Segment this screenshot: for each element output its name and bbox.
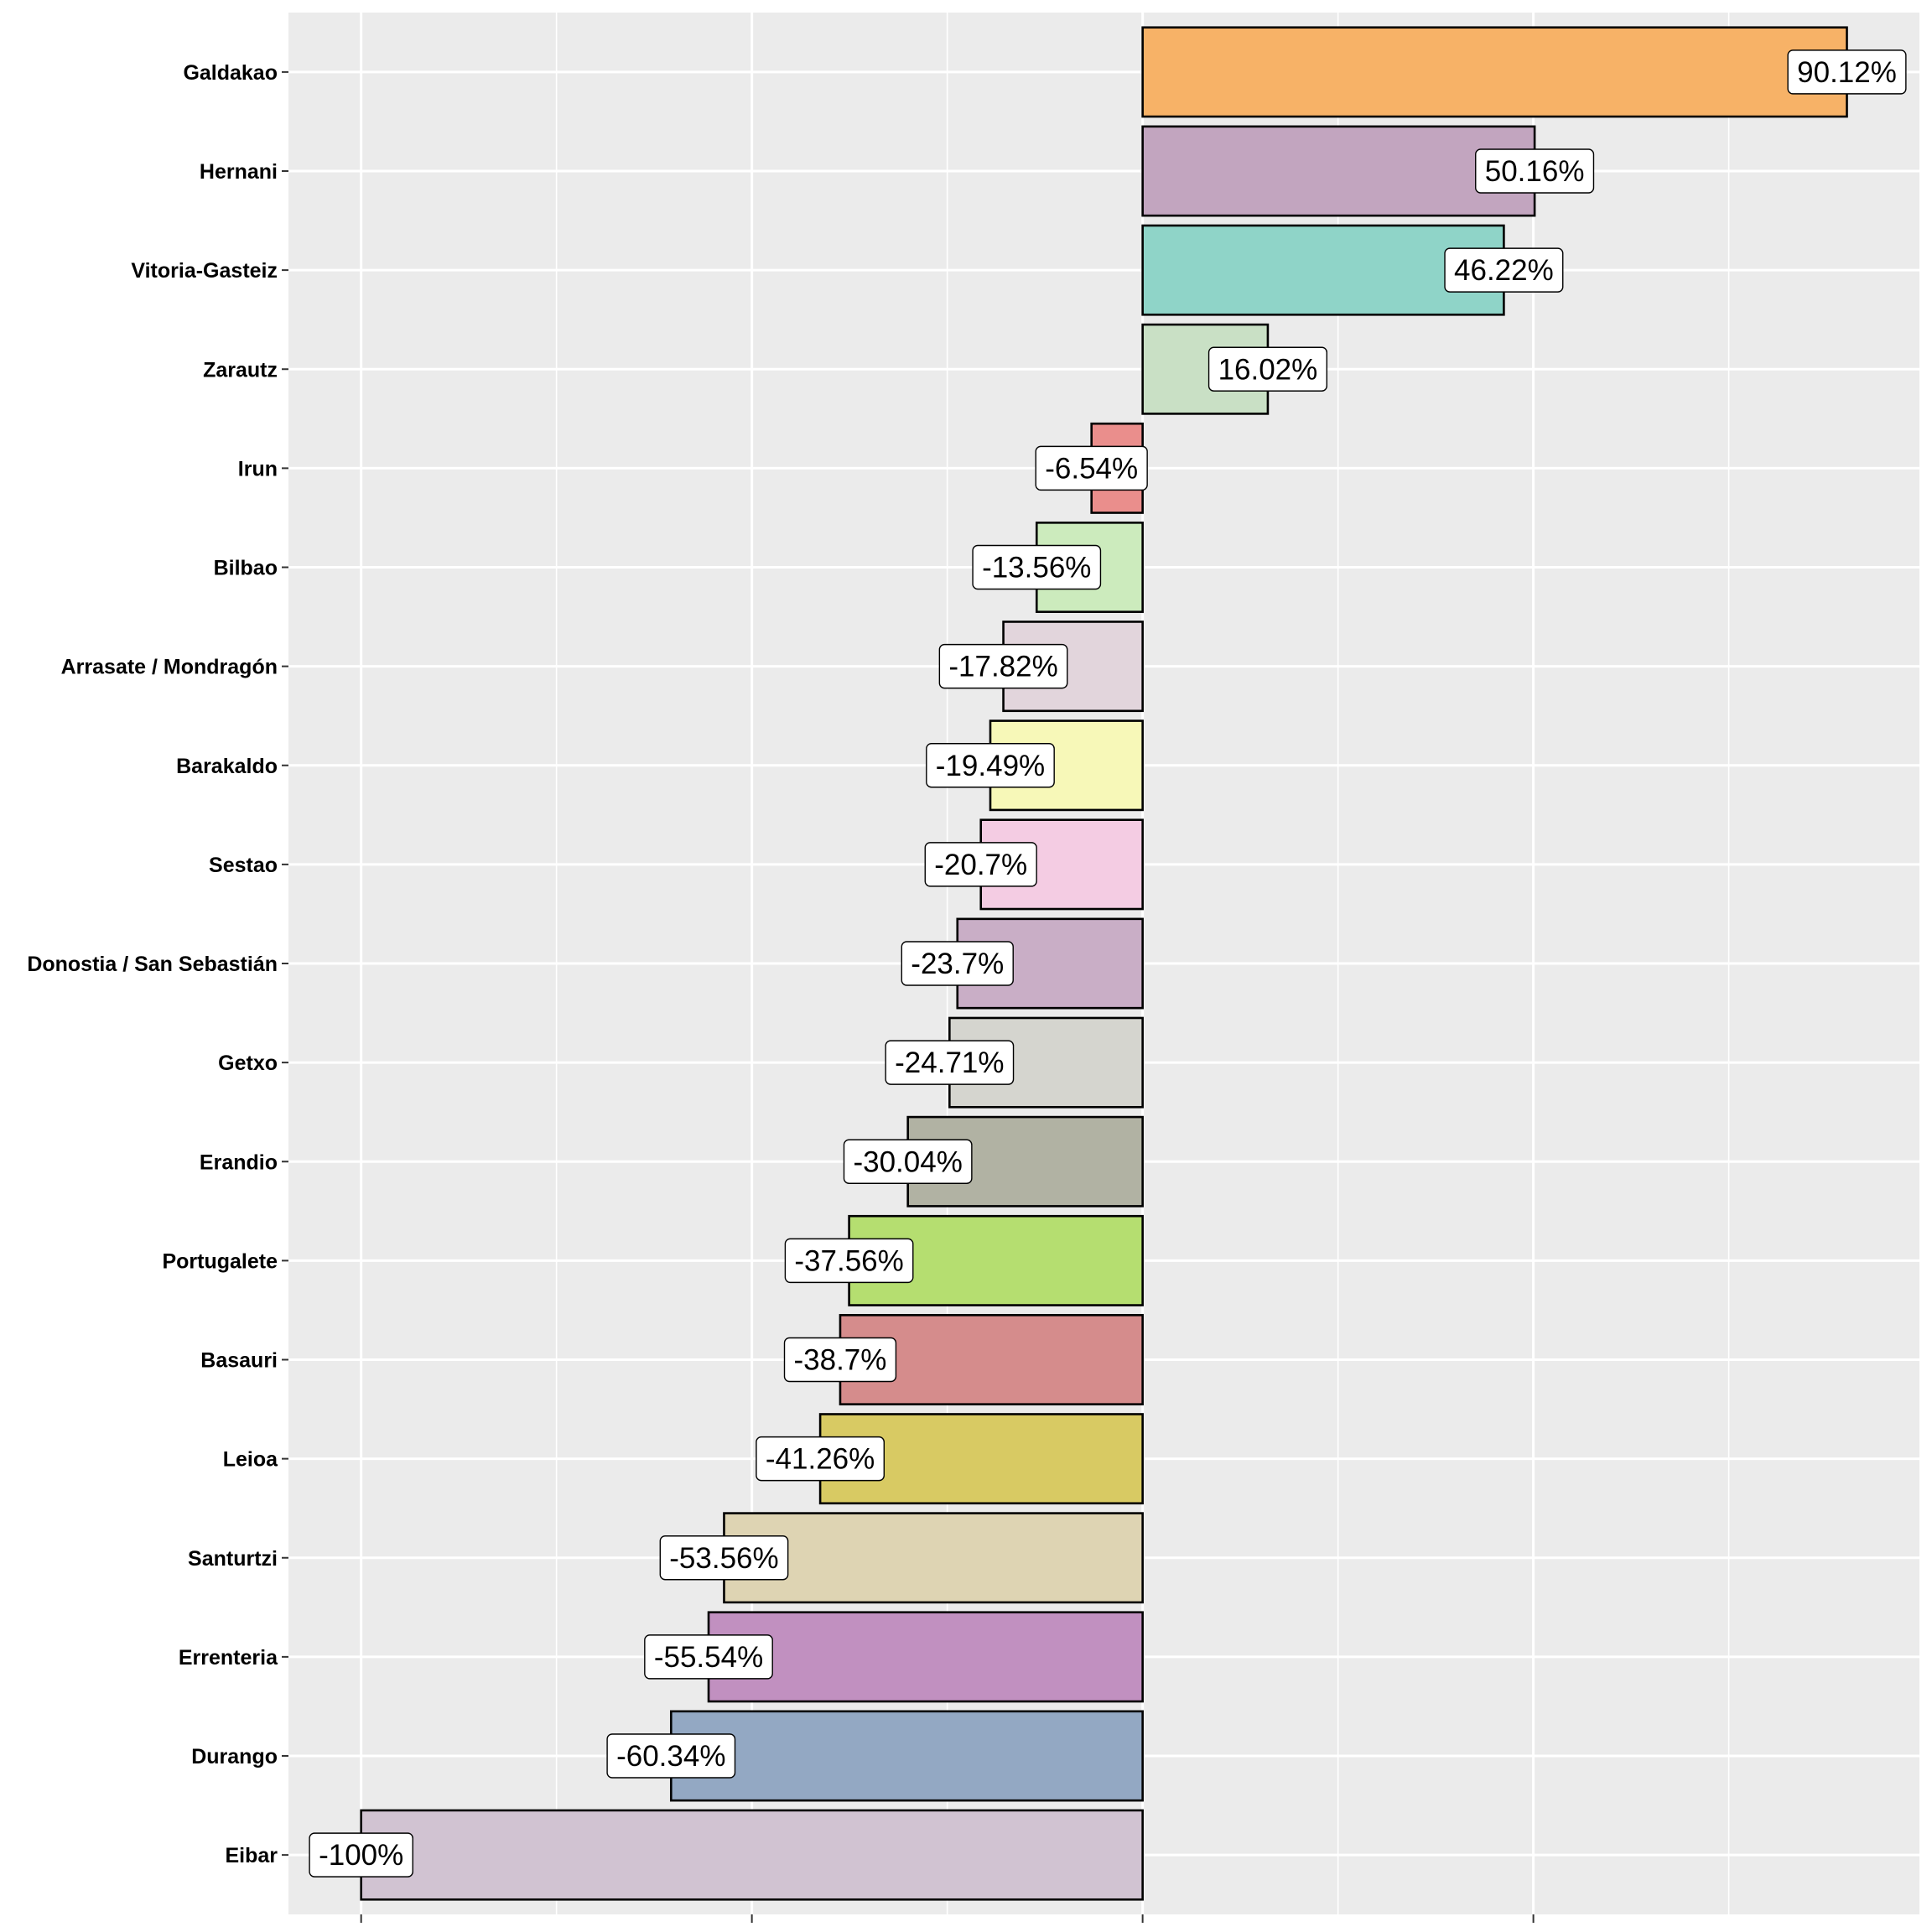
y-tick-label: Irun	[238, 457, 278, 480]
data-label-text: -13.56%	[982, 552, 1091, 584]
data-label-box	[843, 1139, 973, 1184]
y-tick-label: Erandio	[200, 1150, 278, 1174]
bar	[1141, 224, 1505, 316]
data-label: -24.71%	[885, 1040, 1015, 1085]
data-label-text: -53.56%	[669, 1542, 778, 1575]
y-tick-label: Santurtzi	[188, 1547, 278, 1571]
y-tick-label: Durango	[191, 1745, 278, 1768]
bar	[1141, 26, 1848, 118]
data-label-box	[756, 1436, 885, 1482]
data-label-text: -55.54%	[654, 1641, 763, 1674]
bar	[669, 1710, 1144, 1802]
data-label-text: -19.49%	[936, 750, 1045, 782]
data-label-text: -24.71%	[895, 1046, 1004, 1079]
data-label-box	[901, 941, 1014, 986]
data-label-text: -38.7%	[794, 1344, 887, 1377]
bars	[360, 26, 1848, 1901]
data-label-box	[1787, 49, 1907, 95]
data-label-text: -100%	[319, 1839, 403, 1872]
data-label: 50.16%	[1475, 148, 1595, 194]
data-label-box	[644, 1634, 773, 1680]
data-label-text: -41.26%	[766, 1443, 875, 1476]
data-label-box	[1475, 148, 1595, 194]
data-label-text: -60.34%	[616, 1740, 725, 1773]
data-label: -6.54%	[1035, 445, 1148, 491]
y-tick-label: Leioa	[223, 1448, 278, 1472]
data-label-box	[1444, 247, 1564, 293]
data-label-box	[938, 643, 1068, 689]
y-tick-label: Basauri	[200, 1349, 278, 1373]
data-label: -100%	[309, 1832, 413, 1877]
data-label-box	[783, 1337, 897, 1383]
data-label: -60.34%	[606, 1733, 736, 1779]
data-label: -30.04%	[843, 1139, 973, 1184]
y-tick-label: Sestao	[209, 854, 278, 877]
data-label-box	[885, 1040, 1015, 1085]
data-label-text: -23.7%	[911, 948, 1004, 980]
data-label-text: -37.56%	[794, 1244, 903, 1277]
data-label-box	[972, 544, 1102, 590]
data-label-text: 46.22%	[1454, 254, 1554, 287]
data-label: -20.7%	[924, 842, 1037, 887]
y-tick-label: Donostia / San Sebastián	[27, 953, 278, 976]
y-tick-label: Vitoria-Gasteiz	[131, 259, 278, 283]
data-label: -53.56%	[659, 1535, 789, 1581]
x-axis	[360, 1914, 1535, 1923]
bar	[707, 1611, 1144, 1703]
data-label-box	[1208, 346, 1327, 392]
data-label-text: -6.54%	[1045, 452, 1138, 485]
data-label-text: 90.12%	[1797, 56, 1897, 89]
y-tick-label: Barakaldo	[176, 755, 278, 778]
y-tick-label: Hernani	[200, 160, 278, 184]
data-label-box	[659, 1535, 789, 1581]
data-label-text: -30.04%	[853, 1145, 962, 1178]
data-labels: 90.12% 50.16% 46.22% 16.02% -6.54% -13.56% -17…	[309, 49, 1907, 1877]
y-tick-label: Galdakao	[183, 61, 278, 85]
y-tick-label: Zarautz	[203, 358, 278, 382]
y-tick-label: Getxo	[218, 1052, 278, 1075]
data-label: -13.56%	[972, 544, 1102, 590]
y-tick-label: Errenteria	[179, 1646, 278, 1670]
data-label: -38.7%	[783, 1337, 897, 1383]
y-tick-label: Arrasate / Mondragón	[61, 656, 278, 679]
data-label-text: -20.7%	[934, 849, 1027, 881]
data-label: 16.02%	[1208, 346, 1327, 392]
data-label: -55.54%	[644, 1634, 773, 1680]
data-label: -17.82%	[938, 643, 1068, 689]
data-label-box	[924, 842, 1037, 887]
data-label: 90.12%	[1787, 49, 1907, 95]
y-tick-label: Bilbao	[214, 557, 278, 580]
data-label: -41.26%	[756, 1436, 885, 1482]
data-label: 46.22%	[1444, 247, 1564, 293]
data-label-box	[784, 1238, 914, 1284]
data-label: -19.49%	[926, 743, 1055, 788]
data-label-box	[926, 743, 1055, 788]
data-label-text: 50.16%	[1485, 155, 1585, 188]
y-tick-label: Eibar	[225, 1844, 278, 1867]
bar	[360, 1809, 1144, 1901]
data-label: -23.7%	[901, 941, 1014, 986]
data-label-box	[309, 1832, 413, 1877]
data-label-text: 16.02%	[1218, 353, 1318, 386]
data-label: -37.56%	[784, 1238, 914, 1284]
bar	[723, 1512, 1144, 1604]
data-label-text: -17.82%	[948, 651, 1057, 683]
data-label-box	[1035, 445, 1148, 491]
data-label-box	[606, 1733, 736, 1779]
y-tick-label: Portugalete	[162, 1249, 278, 1273]
y-axis: Galdakao Hernani Vitoria-Gasteiz Zarautz Iru…	[27, 61, 288, 1867]
